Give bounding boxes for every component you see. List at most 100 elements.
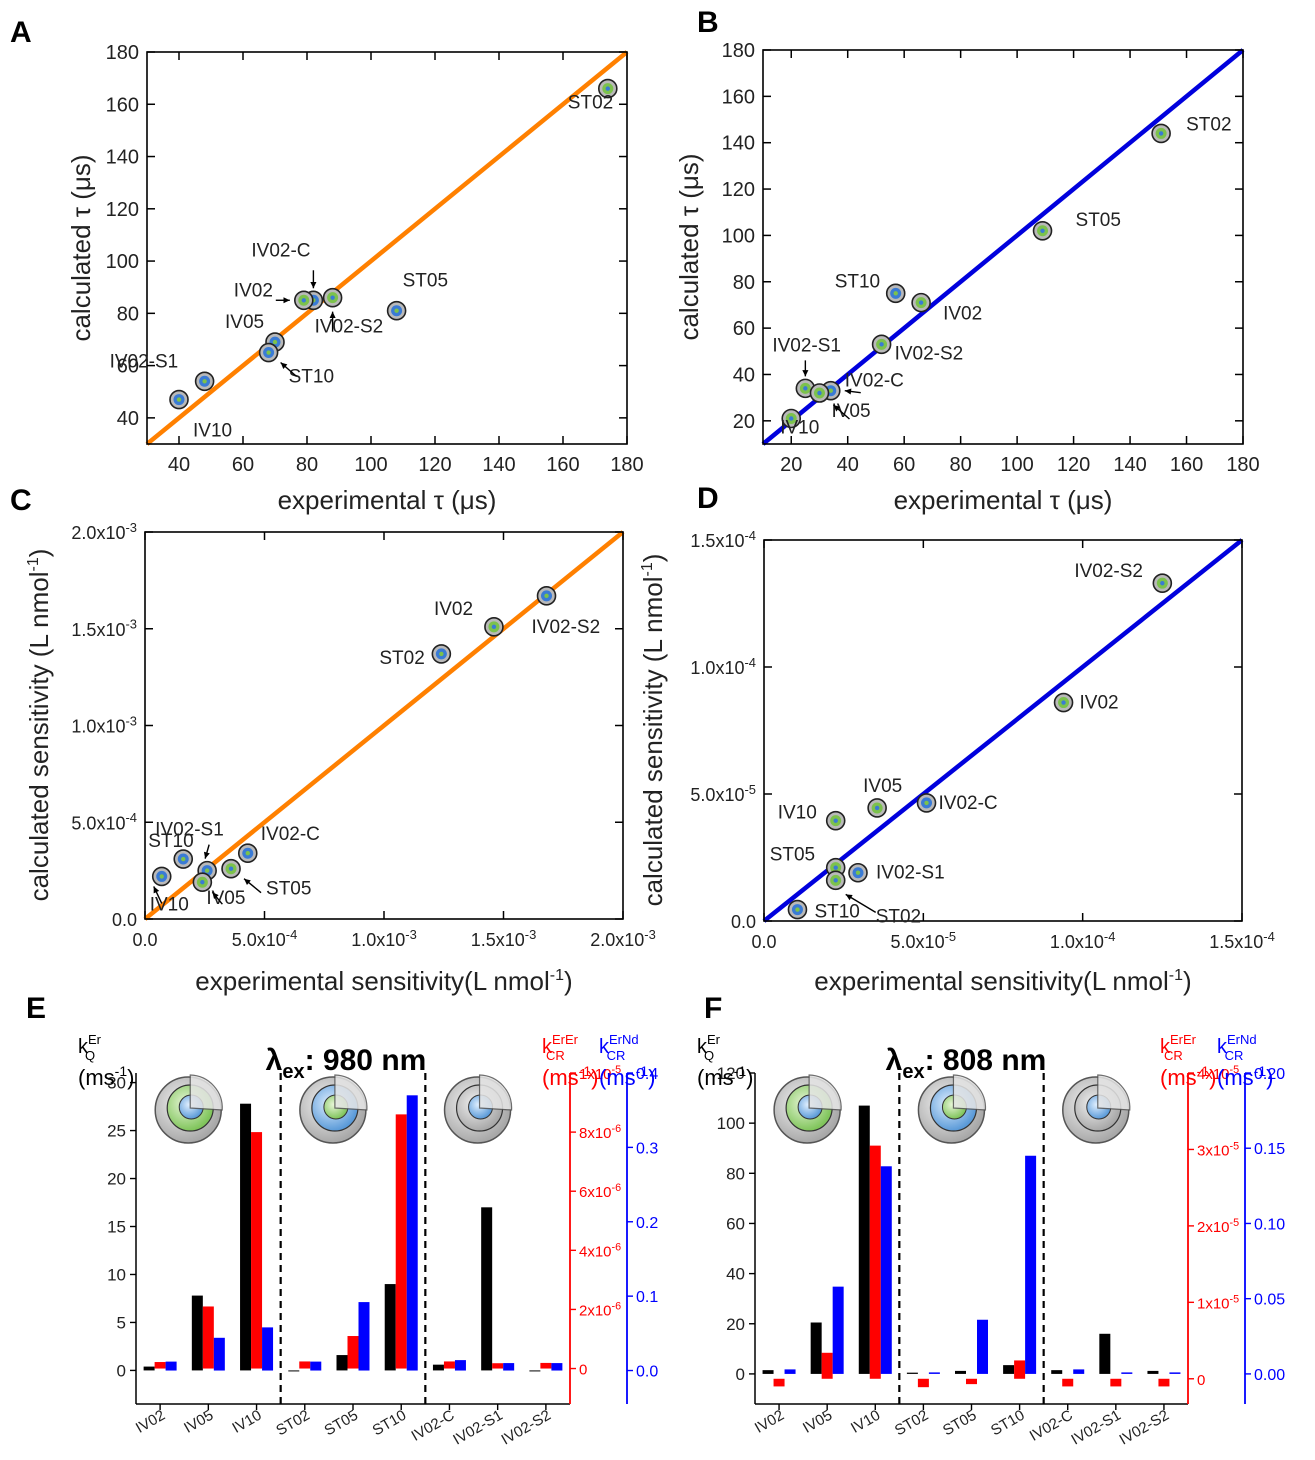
point-label: IV02-S2: [532, 617, 601, 638]
label-part: (ms: [599, 1065, 636, 1090]
label-part: k: [697, 1036, 708, 1058]
left-tick-label: 25: [107, 1122, 126, 1141]
point-center: [789, 416, 794, 421]
panel-label-b: B: [697, 6, 719, 39]
point-center: [159, 874, 164, 879]
label-part: ): [127, 1065, 134, 1090]
y-tick-label: 140: [106, 147, 139, 169]
point-center: [833, 865, 838, 870]
label-part: CR: [607, 1048, 626, 1063]
x-tick-label: 100: [1000, 454, 1033, 476]
point-label: ST05: [770, 845, 815, 866]
y-tick-label: 160: [106, 94, 139, 116]
bar-iv02-c: [454, 1360, 466, 1371]
left-tick-label: 20: [107, 1170, 126, 1189]
label-part: CR: [1225, 1048, 1244, 1063]
point-label: ST10: [148, 831, 193, 852]
point-label: IV02-S2: [315, 317, 384, 338]
cutaway-wedge: [952, 1074, 987, 1111]
bar-st10: [406, 1095, 418, 1371]
tick-mantissa: 3x10: [1197, 1142, 1230, 1159]
point-center: [1040, 228, 1045, 233]
bar-iv10: [880, 1166, 892, 1374]
red-tick-label: 1x10-5: [579, 1064, 621, 1083]
x-tick-label: 60: [893, 454, 915, 476]
x-tick-label: 1.5x10-3: [471, 927, 537, 950]
label-part: -1: [115, 1063, 128, 1079]
arrow-head: [203, 851, 210, 859]
tick-exponent: -5: [1230, 1293, 1240, 1305]
tick-mantissa: 4x10: [579, 1243, 612, 1260]
tick-exponent: -5: [612, 1064, 622, 1076]
point-center: [301, 298, 306, 303]
cutaway-wedge: [478, 1074, 513, 1111]
bar-iv02-s1: [1099, 1333, 1111, 1374]
category-label: IV10: [848, 1407, 883, 1437]
bar-iv02-s1: [1110, 1378, 1122, 1387]
y-tick-label: 0.0: [112, 910, 137, 930]
tick-mantissa: 5.0x10: [71, 813, 125, 833]
label-part: experimental τ (μs): [278, 485, 497, 515]
point-center: [874, 805, 880, 811]
label-part: λ: [266, 1044, 283, 1077]
x-axis-label: experimental τ (μs): [894, 485, 1113, 515]
point-label: IV02: [943, 304, 982, 325]
label-part: ): [1209, 1065, 1216, 1090]
point-center: [491, 624, 497, 630]
category-label: IV02-C: [409, 1407, 458, 1445]
core-shell-particle-illustration: [299, 1074, 368, 1144]
fit-line: [761, 48, 1245, 446]
label-part: experimental sensitivity(L nmol: [814, 966, 1169, 996]
tick-exponent: -6: [612, 1300, 622, 1312]
y-tick-label: 1.5x10-4: [690, 528, 756, 551]
point-label: ST10: [814, 902, 859, 923]
label-part: ): [746, 1065, 753, 1090]
bar-iv05: [832, 1286, 844, 1374]
y-tick-label: 160: [722, 86, 755, 108]
category-label: ST02: [892, 1407, 932, 1440]
arrow-head: [844, 388, 852, 395]
label-part: (ms: [542, 1065, 579, 1090]
label-part: : 980 nm: [305, 1044, 427, 1077]
point-center: [855, 870, 861, 875]
category-label: IV02-C: [1027, 1407, 1076, 1445]
left-tick-label: 40: [726, 1265, 745, 1284]
bar-st05: [358, 1302, 370, 1371]
blue-tick-label: 0.00: [1254, 1367, 1285, 1384]
x-tick-label: 2.0x10-3: [590, 927, 656, 950]
label-part: -1: [1254, 1063, 1267, 1079]
left-tick-label: 100: [717, 1114, 745, 1133]
cutaway-wedge: [808, 1074, 842, 1111]
point-label: IV02: [234, 280, 273, 301]
x-tick-label: 5.0x10-4: [232, 927, 298, 950]
point-center: [833, 818, 838, 823]
bar-iv02-c: [1073, 1369, 1085, 1374]
point-center: [918, 300, 924, 305]
point-center: [272, 339, 278, 345]
x-tick-label: 20: [780, 454, 802, 476]
bar-iv02-c: [1051, 1370, 1063, 1374]
fit-line: [145, 50, 629, 446]
label-part: CR: [546, 1048, 565, 1063]
core-shell-particle-illustration: [1062, 1074, 1131, 1144]
bar-iv02-s2: [551, 1363, 563, 1371]
point-center: [544, 593, 549, 599]
plot-frame: [763, 539, 1243, 922]
x-tick-label: 1.5x10-4: [1209, 929, 1275, 952]
y-tick-label: 40: [733, 364, 755, 386]
bar-iv10: [251, 1132, 263, 1369]
point-label: IV02-C: [251, 240, 310, 261]
y-tick-label: 140: [722, 133, 755, 155]
x-axis-label: experimental τ (μs): [278, 485, 497, 515]
point-label: IV02-C: [939, 793, 998, 814]
red-tick-label: 4x10-5: [1197, 1064, 1239, 1083]
left-tick-label: 10: [107, 1265, 126, 1284]
point-label: IV02-C: [845, 371, 904, 392]
blue-tick-label: 0.1: [636, 1289, 658, 1306]
point-center: [817, 390, 822, 396]
label-part: ): [24, 549, 54, 558]
panel-label-a: A: [10, 16, 32, 49]
tick-mantissa: 5.0x10: [232, 930, 286, 950]
tick-exponent: -5: [744, 782, 756, 797]
point-center: [828, 388, 833, 393]
